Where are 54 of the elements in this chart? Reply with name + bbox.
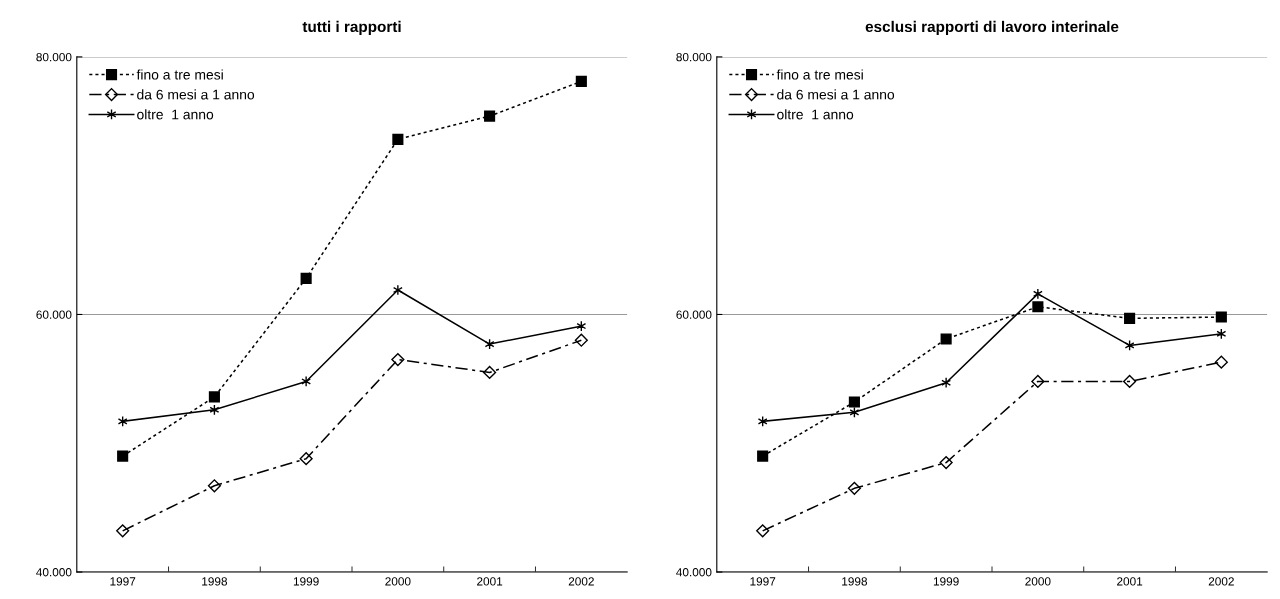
legend-label: fino a tre mesi: [136, 69, 223, 80]
y-tick-label: 80.000: [36, 52, 72, 62]
y-tick-label: 60.000: [36, 310, 72, 319]
x-tick-label: 2001: [477, 577, 503, 586]
x-tick-label: 2002: [1208, 577, 1234, 586]
point: [1214, 355, 1228, 369]
legend-label: fino a tre mesi: [776, 69, 863, 80]
point: [301, 375, 312, 387]
point: [1031, 374, 1045, 389]
chart-title: esclusi rapporti di lavoro interinale: [865, 20, 1119, 36]
point: [391, 352, 405, 367]
point: [574, 333, 588, 347]
point: [1215, 311, 1227, 323]
x-tick-label: 1997: [750, 577, 776, 586]
legend-label: da 6 mesi a 1 anno: [137, 89, 255, 100]
point: [299, 452, 313, 466]
point: [300, 272, 312, 284]
point: [847, 481, 861, 495]
x-tick-label: 1998: [842, 577, 868, 586]
x-tick-label: 1999: [933, 577, 959, 586]
x-tick-label: 2000: [1025, 577, 1051, 586]
x-tick-label: 2002: [568, 577, 594, 586]
y-tick-label: 60.000: [676, 310, 712, 319]
y-tick-label: 40.000: [36, 568, 72, 577]
x-tick-label: 1998: [202, 577, 228, 586]
y-tick-label: 40.000: [676, 568, 712, 577]
point: [941, 377, 952, 389]
x-tick-label: 1997: [110, 577, 136, 586]
legend-label: da 6 mesi a 1 anno: [777, 89, 895, 100]
point: [116, 524, 130, 538]
x-tick-label: 1999: [293, 577, 319, 586]
point: [757, 450, 769, 462]
point: [848, 396, 860, 408]
x-tick-label: 2001: [1117, 577, 1143, 586]
x-tick-label: 2000: [385, 577, 411, 586]
point: [940, 333, 952, 345]
point: [207, 479, 221, 493]
point: [1123, 374, 1137, 389]
legend-label: oltre 1 anno: [137, 109, 214, 120]
point: [117, 450, 129, 462]
point: [392, 133, 404, 145]
chart-title: tutti i rapporti: [302, 20, 401, 36]
point: [483, 365, 497, 380]
point: [208, 391, 220, 403]
legend-label: oltre 1 anno: [777, 109, 854, 120]
point: [756, 524, 770, 538]
point: [1032, 288, 1043, 300]
point: [1032, 301, 1044, 313]
point: [392, 284, 403, 296]
point: [939, 455, 953, 470]
point: [484, 110, 496, 122]
y-tick-label: 80.000: [676, 52, 712, 62]
point: [1124, 312, 1136, 324]
point: [575, 75, 587, 87]
